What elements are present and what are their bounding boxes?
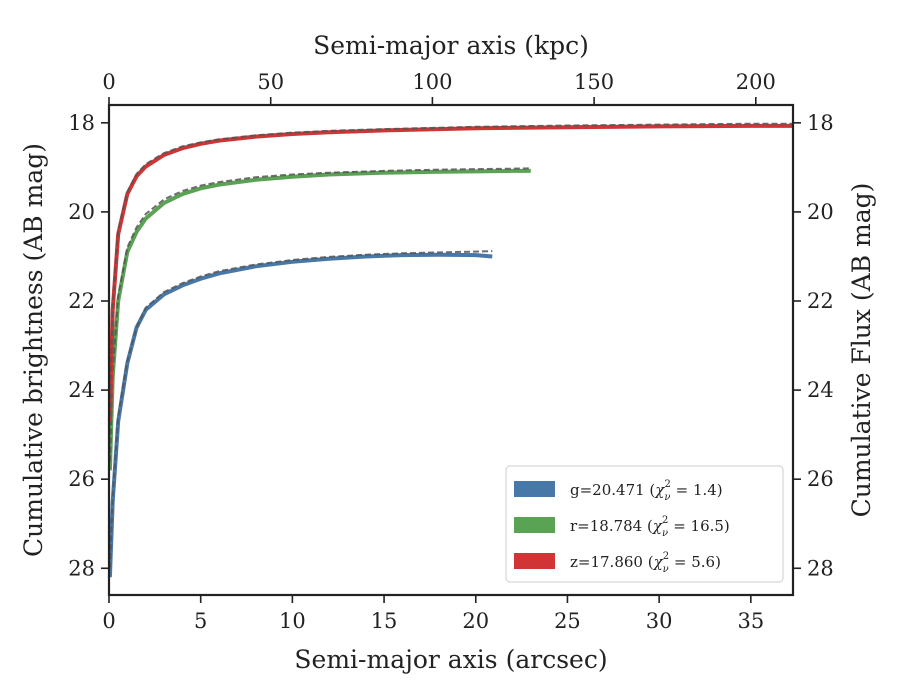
x-axis-title-bottom: Semi-major axis (arcsec) (294, 645, 607, 674)
bottom-tick-label: 25 (554, 609, 581, 633)
bottom-tick-label: 0 (102, 609, 115, 633)
legend-swatch (514, 553, 555, 569)
legend-label: r=18.784 (χν2 = 16.5) (570, 515, 730, 539)
top-tick-label: 0 (102, 70, 115, 94)
series-fit-line-2 (108, 122, 793, 417)
top-tick-label: 100 (412, 70, 452, 94)
top-axis-ticks: 0 50 100 150 200 (102, 70, 776, 105)
right-tick-label: 24 (807, 378, 834, 402)
top-tick-label: 200 (736, 70, 776, 94)
y-axis-title-left: Cumulative brightness (AB mag) (19, 143, 48, 557)
left-axis-ticks: 18 20 22 24 26 28 (68, 111, 109, 580)
left-tick-label: 24 (68, 378, 95, 402)
legend-box (505, 465, 784, 583)
bottom-tick-label: 5 (194, 609, 207, 633)
left-tick-label: 18 (68, 111, 95, 135)
legend-swatch (514, 481, 555, 497)
series-line-2 (107, 123, 793, 422)
right-tick-label: 18 (807, 111, 834, 135)
left-tick-label: 28 (68, 556, 95, 580)
bottom-tick-label: 35 (737, 609, 764, 633)
right-tick-label: 22 (807, 289, 834, 313)
left-tick-label: 26 (68, 467, 95, 491)
right-axis-ticks: 18 20 22 24 26 28 (793, 111, 834, 580)
series-fit-line-1 (108, 167, 531, 462)
legend-label: z=17.860 (χν2 = 5.6) (570, 551, 721, 575)
series-fit-line-0 (108, 250, 493, 569)
bottom-tick-label: 10 (279, 609, 306, 633)
bottom-tick-label: 15 (371, 609, 398, 633)
bottom-tick-label: 30 (646, 609, 673, 633)
bottom-axis-ticks: 0 5 10 15 20 25 30 35 (102, 595, 764, 633)
right-tick-label: 20 (807, 200, 834, 224)
right-tick-label: 26 (807, 467, 834, 491)
plot-frame (107, 103, 795, 597)
bottom-tick-label: 20 (462, 609, 489, 633)
left-tick-label: 20 (68, 200, 95, 224)
top-tick-label: 150 (574, 70, 614, 94)
legend-swatch (514, 517, 555, 533)
x-axis-title-top: Semi-major axis (kpc) (313, 31, 589, 60)
series-line-0 (107, 252, 493, 578)
y-axis-title-right: Cumulative Flux (AB mag) (847, 183, 876, 518)
series-layer (107, 122, 793, 578)
legend-label: g=20.471 (χν2 = 1.4) (570, 479, 723, 503)
top-tick-label: 50 (257, 70, 284, 94)
legend-entries: g=20.471 (χν2 = 1.4) r=18.784 (χν2 = 16.5… (514, 479, 730, 575)
right-tick-label: 28 (807, 556, 834, 580)
left-tick-label: 22 (68, 289, 95, 313)
legend: g=20.471 (χν2 = 1.4) r=18.784 (χν2 = 16.5… (505, 465, 784, 583)
